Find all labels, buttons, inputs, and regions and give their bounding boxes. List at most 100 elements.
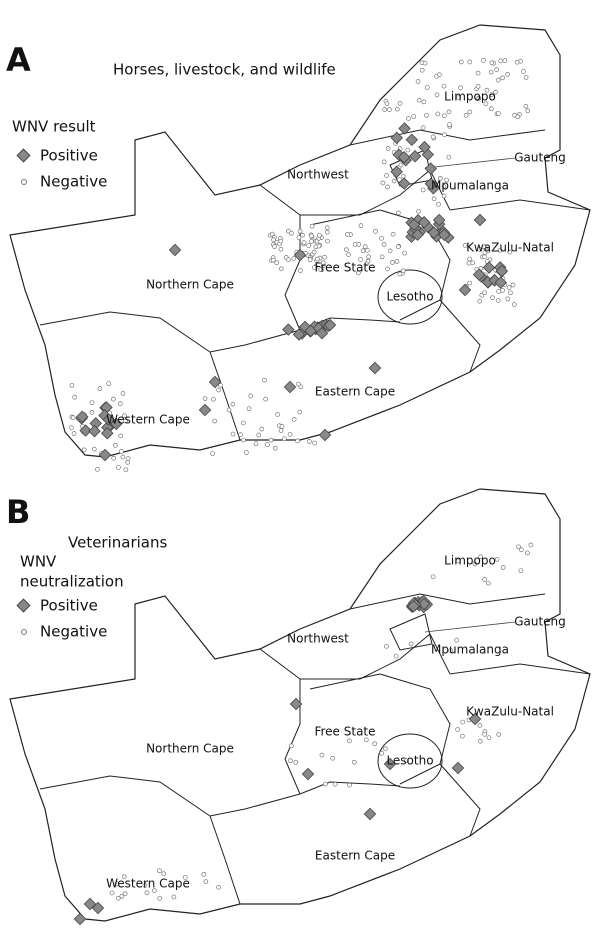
negative-marker [125, 456, 131, 461]
negative-marker [482, 290, 487, 296]
negative-marker [356, 270, 361, 276]
negative-marker [142, 883, 148, 888]
negative-marker [479, 292, 485, 298]
negative-marker [496, 289, 502, 294]
negative-marker [489, 92, 494, 98]
map-panel: B Veterinarians WNV neutralization Positive N… [6, 488, 591, 926]
negative-marker [419, 67, 425, 73]
negative-marker [397, 177, 402, 183]
negative-marker [460, 733, 465, 739]
negative-marker [262, 377, 267, 383]
positive-marker [292, 328, 306, 341]
negative-marker [441, 184, 447, 189]
negative-marker [121, 874, 127, 880]
negative-marker [484, 87, 490, 93]
negative-marker [511, 302, 517, 307]
negative-marker [385, 266, 390, 272]
negative-marker [157, 868, 162, 874]
negative-marker [345, 232, 350, 237]
province-label: Northwest [287, 632, 349, 646]
negative-marker [438, 175, 443, 181]
negative-marker [485, 580, 491, 586]
negative-marker [488, 69, 494, 75]
province-label: Northern Cape [146, 278, 234, 292]
negative-marker [358, 223, 364, 229]
negative-marker [362, 244, 368, 249]
legend-positive: Positive [40, 597, 98, 615]
province-label: KwaZulu-Natal [466, 705, 554, 719]
negative-marker [365, 258, 371, 264]
negative-marker [397, 101, 403, 106]
negative-marker [458, 59, 464, 65]
negative-marker [430, 574, 436, 580]
negative-marker [498, 58, 504, 64]
province-border [439, 299, 481, 373]
negative-marker [444, 177, 450, 183]
negative-marker [315, 256, 320, 262]
negative-marker [500, 75, 505, 81]
negative-marker [467, 59, 473, 65]
lesotho-border [377, 269, 443, 325]
negative-marker [322, 254, 327, 260]
positive-marker [494, 276, 507, 289]
negative-marker [442, 132, 447, 138]
negative-marker [295, 438, 300, 444]
negative-marker [481, 244, 487, 250]
negative-marker [275, 412, 280, 417]
negative-marker [301, 240, 307, 246]
lesotho-border [377, 733, 443, 789]
negative-marker [505, 296, 511, 302]
negative-marker [268, 437, 274, 443]
province-border [389, 613, 433, 651]
province-border [439, 763, 481, 837]
negative-marker [324, 229, 330, 235]
negative-marker [523, 103, 529, 109]
negative-marker [477, 298, 483, 304]
legend-positive: Positive [40, 147, 98, 165]
negative-marker [152, 888, 157, 893]
positive-marker [315, 326, 329, 340]
negative-marker [431, 196, 437, 202]
negative-marker [297, 409, 303, 415]
negative-marker [265, 442, 270, 447]
negative-marker [69, 425, 74, 431]
positive-marker [198, 403, 212, 417]
map-panel: A Horses, livestock, and wildlife WNV resu… [6, 24, 591, 473]
negative-marker [462, 243, 468, 248]
negative-marker [119, 448, 124, 454]
negative-marker [489, 106, 494, 112]
negative-marker [201, 872, 207, 877]
negative-marker [323, 781, 328, 787]
negative-marker [286, 228, 291, 234]
negative-marker [272, 445, 278, 451]
negative-marker [508, 290, 513, 296]
negative-marker [478, 554, 483, 560]
negative-marker [216, 884, 221, 890]
negative-marker [346, 252, 351, 257]
negative-marker [472, 561, 478, 567]
negative-marker [270, 257, 276, 263]
negative-marker [485, 248, 491, 254]
negative-marker [157, 895, 163, 901]
negative-marker [475, 84, 481, 89]
negative-marker [238, 432, 243, 437]
positive-marker [318, 428, 332, 442]
positive-marker [408, 150, 422, 163]
negative-marker [332, 781, 338, 787]
positive-marker [473, 213, 487, 227]
negative-marker [424, 85, 430, 90]
negative-marker [330, 755, 335, 761]
negative-marker [500, 287, 505, 293]
negative-marker [288, 758, 293, 764]
negative-marker [456, 95, 461, 101]
panel-letter: B [6, 493, 30, 531]
province-label: Eastern Cape [315, 385, 395, 399]
legend-negative: Negative [40, 173, 107, 191]
positive-marker [451, 761, 465, 775]
negative-marker [436, 201, 441, 207]
province-label: KwaZulu-Natal [466, 241, 554, 255]
negative-marker [463, 112, 469, 118]
negative-marker [416, 97, 422, 103]
positive-marker [101, 427, 114, 440]
